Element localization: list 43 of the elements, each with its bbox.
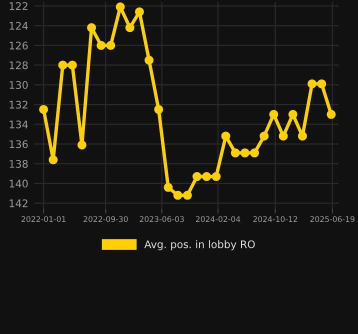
point <box>298 132 307 141</box>
point <box>164 182 173 192</box>
y-tick-label: 138 <box>10 160 28 168</box>
point <box>192 172 202 182</box>
point <box>240 148 250 158</box>
point <box>288 110 298 119</box>
point <box>269 110 278 119</box>
point <box>202 172 212 182</box>
y-tick-label: 134 <box>10 120 28 128</box>
y-tick-label: 126 <box>10 42 28 50</box>
point <box>134 7 144 16</box>
point <box>77 140 86 150</box>
point <box>106 40 116 50</box>
legend-label: Avg. pos. in lobby RO <box>144 240 255 250</box>
point <box>48 155 58 164</box>
point <box>58 60 68 70</box>
y-tick-label: 132 <box>10 100 28 109</box>
point <box>68 60 77 70</box>
y-tick-label: 140 <box>10 180 28 188</box>
point <box>182 190 192 200</box>
point <box>125 23 134 32</box>
y-tick-label: 130 <box>10 81 28 89</box>
point <box>308 79 317 88</box>
point <box>278 132 288 141</box>
y-tick-label: 122 <box>10 2 28 10</box>
point <box>154 104 164 114</box>
point <box>326 110 336 119</box>
point <box>221 132 230 141</box>
y-tick-label: 124 <box>10 22 28 30</box>
point <box>317 79 326 88</box>
point <box>212 172 221 182</box>
point <box>87 23 96 32</box>
y-tick-label: 136 <box>10 140 28 148</box>
point <box>230 148 240 158</box>
point <box>250 148 260 158</box>
y-tick-label: 128 <box>10 61 28 70</box>
point <box>116 2 125 12</box>
y-tick-label: 142 <box>10 199 28 208</box>
point <box>39 104 48 114</box>
point <box>173 190 182 200</box>
point <box>144 56 154 65</box>
point <box>96 40 106 50</box>
point <box>260 132 269 141</box>
